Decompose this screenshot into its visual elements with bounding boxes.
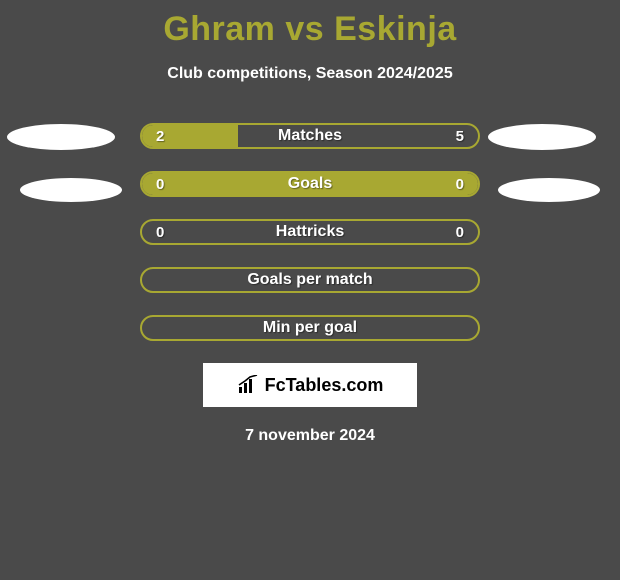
stat-right-value: 5 bbox=[456, 128, 464, 145]
stat-label: Hattricks bbox=[276, 223, 344, 241]
stat-row-min-per-goal: Min per goal bbox=[140, 315, 480, 341]
date-text: 7 november 2024 bbox=[0, 427, 620, 445]
stat-left-value: 2 bbox=[156, 128, 164, 145]
stat-row-matches: 2 Matches 5 bbox=[140, 123, 480, 149]
chart-icon bbox=[237, 375, 259, 395]
brand-box: FcTables.com bbox=[203, 363, 417, 407]
stat-right-value: 0 bbox=[456, 224, 464, 241]
subtitle: Club competitions, Season 2024/2025 bbox=[0, 65, 620, 83]
page-title: Ghram vs Eskinja bbox=[0, 0, 620, 49]
stat-right-value: 0 bbox=[456, 176, 464, 193]
team-logo-placeholder bbox=[498, 178, 600, 202]
team-logo-placeholder bbox=[7, 124, 115, 150]
comparison-infographic: Ghram vs Eskinja Club competitions, Seas… bbox=[0, 0, 620, 580]
stat-label: Matches bbox=[278, 127, 342, 145]
stats-bars: 2 Matches 5 0 Goals 0 0 Hattricks 0 Goal… bbox=[0, 123, 620, 341]
stat-label: Goals bbox=[288, 175, 332, 193]
stat-row-hattricks: 0 Hattricks 0 bbox=[140, 219, 480, 245]
stat-row-goals-per-match: Goals per match bbox=[140, 267, 480, 293]
stat-left-value: 0 bbox=[156, 176, 164, 193]
team-logo-placeholder bbox=[488, 124, 596, 150]
stat-row-goals: 0 Goals 0 bbox=[140, 171, 480, 197]
stat-label: Min per goal bbox=[263, 319, 357, 337]
team-logo-placeholder bbox=[20, 178, 122, 202]
brand-text: FcTables.com bbox=[265, 375, 384, 396]
stat-label: Goals per match bbox=[247, 271, 372, 289]
stat-left-value: 0 bbox=[156, 224, 164, 241]
